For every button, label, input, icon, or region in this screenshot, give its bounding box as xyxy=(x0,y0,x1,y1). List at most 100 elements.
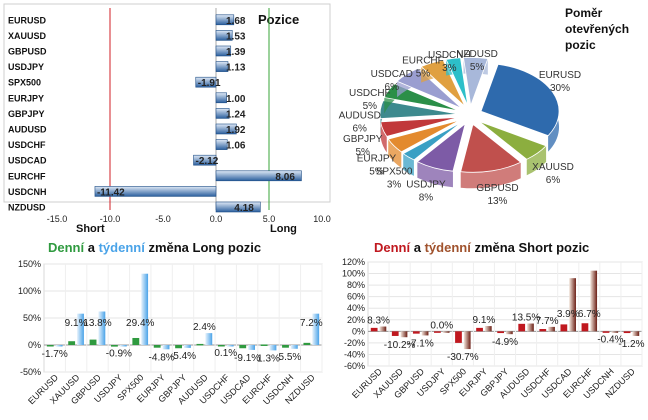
pie-slice-gbpusd xyxy=(460,123,522,173)
pie-slice-xauusd xyxy=(478,120,547,160)
c4-daily-bar-xauusd xyxy=(391,331,399,336)
category-label-usdjpy: USDJPY xyxy=(8,62,44,72)
bar-usdjpy xyxy=(215,61,229,72)
value-label-xauusd: 1.53 xyxy=(226,31,246,42)
c4-daily-bar-usdchf xyxy=(539,329,547,332)
pie-label-usdjpy: USDJPY xyxy=(406,180,446,191)
category-label-eurjpy: EURJPY xyxy=(8,93,44,103)
bar-usdcnh xyxy=(94,186,217,197)
c4-weekly-bar-usdchf xyxy=(548,326,555,332)
pie-percent-gbpusd: 13% xyxy=(487,196,507,207)
c3-weekly-bar-eurusd xyxy=(55,345,63,347)
pie-slice-eurchf xyxy=(420,59,466,107)
category-label-eurchf: EURCHF xyxy=(8,171,46,181)
c4-data-label-gbpusd: -7.1% xyxy=(408,338,434,349)
category-label-audusd: AUDUSD xyxy=(8,125,47,135)
pie-label-eurchf: EURCHF xyxy=(402,55,444,66)
c3-weekly-bar-eurjpy xyxy=(162,345,170,350)
bar-eurusd xyxy=(215,14,235,26)
positions-chart: Pozice Short Long EURUSD 1.68 XAUUSD 1.53 GB… xyxy=(3,3,331,235)
c4-data-label-usdjpy: 0.0% xyxy=(430,320,453,331)
short-title-weekly: týdenní xyxy=(425,240,472,255)
pie-label-eurjpy: EURJPY xyxy=(357,153,397,164)
c4-weekly-bar-usdjpy xyxy=(442,331,450,333)
c3-data-label-nzdusd: 7.2% xyxy=(300,318,323,329)
bar-gbpusd xyxy=(215,45,232,57)
long-title-daily: Denní xyxy=(48,240,85,255)
c4-weekly-bar-eurjpy xyxy=(484,326,492,332)
c3-daily-bar-gbpusd xyxy=(89,339,97,345)
positions-title: Pozice xyxy=(258,12,299,27)
value-label-eurjpy: 1.00 xyxy=(226,94,246,105)
c4-daily-bar-usdcnh xyxy=(602,331,610,333)
c4-data-label-eurusd: 8.3% xyxy=(367,316,390,327)
pie-slice-side-xauusd xyxy=(526,145,547,176)
pie-label-eurusd: EURUSD xyxy=(539,70,581,81)
pie-percent-nzdusd: 5% xyxy=(470,62,485,73)
c4-weekly-bar-usdcnh xyxy=(611,331,619,333)
c4-weekly-bar-nzdusd xyxy=(632,331,640,336)
pie-label-gbpusd: GBPUSD xyxy=(476,183,518,194)
c3-weekly-bar-usdcnh xyxy=(290,345,298,349)
pie-percent-usdcad: 6% xyxy=(385,82,400,93)
c4-y-tick-7: -20% xyxy=(344,338,365,348)
c3-weekly-bar-xauusd xyxy=(77,313,84,345)
long-change-chart: Denní a týdenní změna Long pozic 150% 100… xyxy=(18,240,323,407)
c4-weekly-bar-gbpusd xyxy=(421,331,429,336)
c3-data-label-usdcnh: 5.5% xyxy=(279,352,302,363)
category-label-usdcnh: USDCNH xyxy=(8,187,47,197)
c4-y-tick-0: 120% xyxy=(342,257,365,267)
c3-data-label-spx500: 29.4% xyxy=(126,318,154,329)
long-title-and: a xyxy=(84,240,98,255)
bar-audusd xyxy=(215,123,237,135)
c3-y-tick-2: 50% xyxy=(23,313,41,323)
c4-data-label-spx500: -30.7% xyxy=(447,352,479,363)
c3-daily-bar-usdcad xyxy=(239,345,247,349)
pie-slice-usdcnh xyxy=(445,57,469,106)
c4-weekly-bar-gbpjpy xyxy=(506,331,513,335)
pie-slice-side-spx500 xyxy=(403,153,414,176)
long-annotation: Long xyxy=(270,223,297,235)
pie-percent-gbpjpy: 5% xyxy=(355,147,370,158)
bar-nzdusd xyxy=(215,201,261,213)
bar-usdchf xyxy=(215,139,228,150)
c4-daily-bar-eurchf xyxy=(581,323,589,332)
x-tick-0: -15.0 xyxy=(47,214,68,224)
bar-spx500 xyxy=(195,76,217,88)
c3-weekly-bar-nzdusd xyxy=(312,313,320,345)
c3-weekly-bar-gbpusd xyxy=(98,311,106,345)
c3-daily-bar-usdchf xyxy=(217,345,225,347)
short-title-daily: Denní xyxy=(374,240,411,255)
c3-weekly-bar-usdjpy xyxy=(119,345,127,347)
short-title-rest: změna Short pozic xyxy=(471,240,589,255)
c4-weekly-bar-xauusd xyxy=(400,331,408,338)
pie-percent-audusd: 6% xyxy=(353,124,368,135)
pie-percent-xauusd: 6% xyxy=(546,175,561,186)
category-label-xauusd: XAUUSD xyxy=(8,31,47,41)
bar-usdcad xyxy=(193,154,217,166)
pie-label-xauusd: XAUUSD xyxy=(532,162,574,173)
value-label-usdjpy: 1.13 xyxy=(226,63,246,74)
c3-weekly-bar-gbpjpy xyxy=(184,345,191,348)
c3-data-label-xauusd: 9.1% xyxy=(65,318,88,329)
c4-weekly-bar-audusd xyxy=(527,323,534,332)
c4-weekly-bar-eurchf xyxy=(590,270,598,332)
c4-data-label-eurchf: 6.7% xyxy=(578,309,601,320)
positions-chart-frame xyxy=(3,3,331,203)
category-label-spx500: SPX500 xyxy=(8,78,41,88)
c3-data-label-eurchf: 1.3% xyxy=(257,353,280,364)
bar-gbpjpy xyxy=(215,108,230,119)
c3-data-label-usdchf: 0.1% xyxy=(214,348,237,359)
pie-label-usdcnh: USDCNH xyxy=(428,50,471,61)
c4-y-tick-4: 40% xyxy=(347,303,365,313)
short-change-chart: Denní a týdenní změna Short pozic 120% 10… xyxy=(342,240,645,401)
category-label-gbpjpy: GBPJPY xyxy=(8,109,45,119)
c4-y-tick-9: -60% xyxy=(344,361,365,371)
c4-y-tick-8: -40% xyxy=(344,349,365,359)
pie-title-line-2: otevřených xyxy=(565,22,629,36)
c3-y-tick-3: 0% xyxy=(28,340,41,350)
c3-daily-bar-usdcnh xyxy=(282,345,289,348)
c3-daily-bar-nzdusd xyxy=(303,342,311,345)
bar-eurjpy xyxy=(215,92,227,104)
value-label-audusd: 1.92 xyxy=(226,125,246,136)
